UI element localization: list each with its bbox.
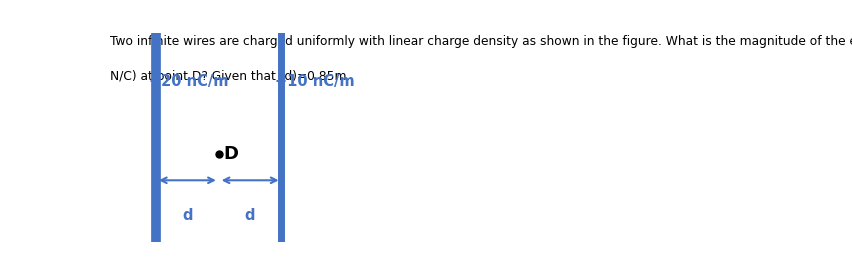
Text: D: D bbox=[223, 145, 239, 163]
Text: d: d bbox=[182, 208, 193, 222]
Text: N/C) at point D? Given that (d)=0.85m.: N/C) at point D? Given that (d)=0.85m. bbox=[110, 70, 350, 83]
Text: +10 nC/m: +10 nC/m bbox=[275, 74, 354, 89]
Text: Two infinite wires are charged uniformly with linear charge density as shown in : Two infinite wires are charged uniformly… bbox=[110, 35, 852, 48]
Text: d: d bbox=[245, 208, 256, 222]
Text: +20 nC/m: +20 nC/m bbox=[149, 74, 229, 89]
